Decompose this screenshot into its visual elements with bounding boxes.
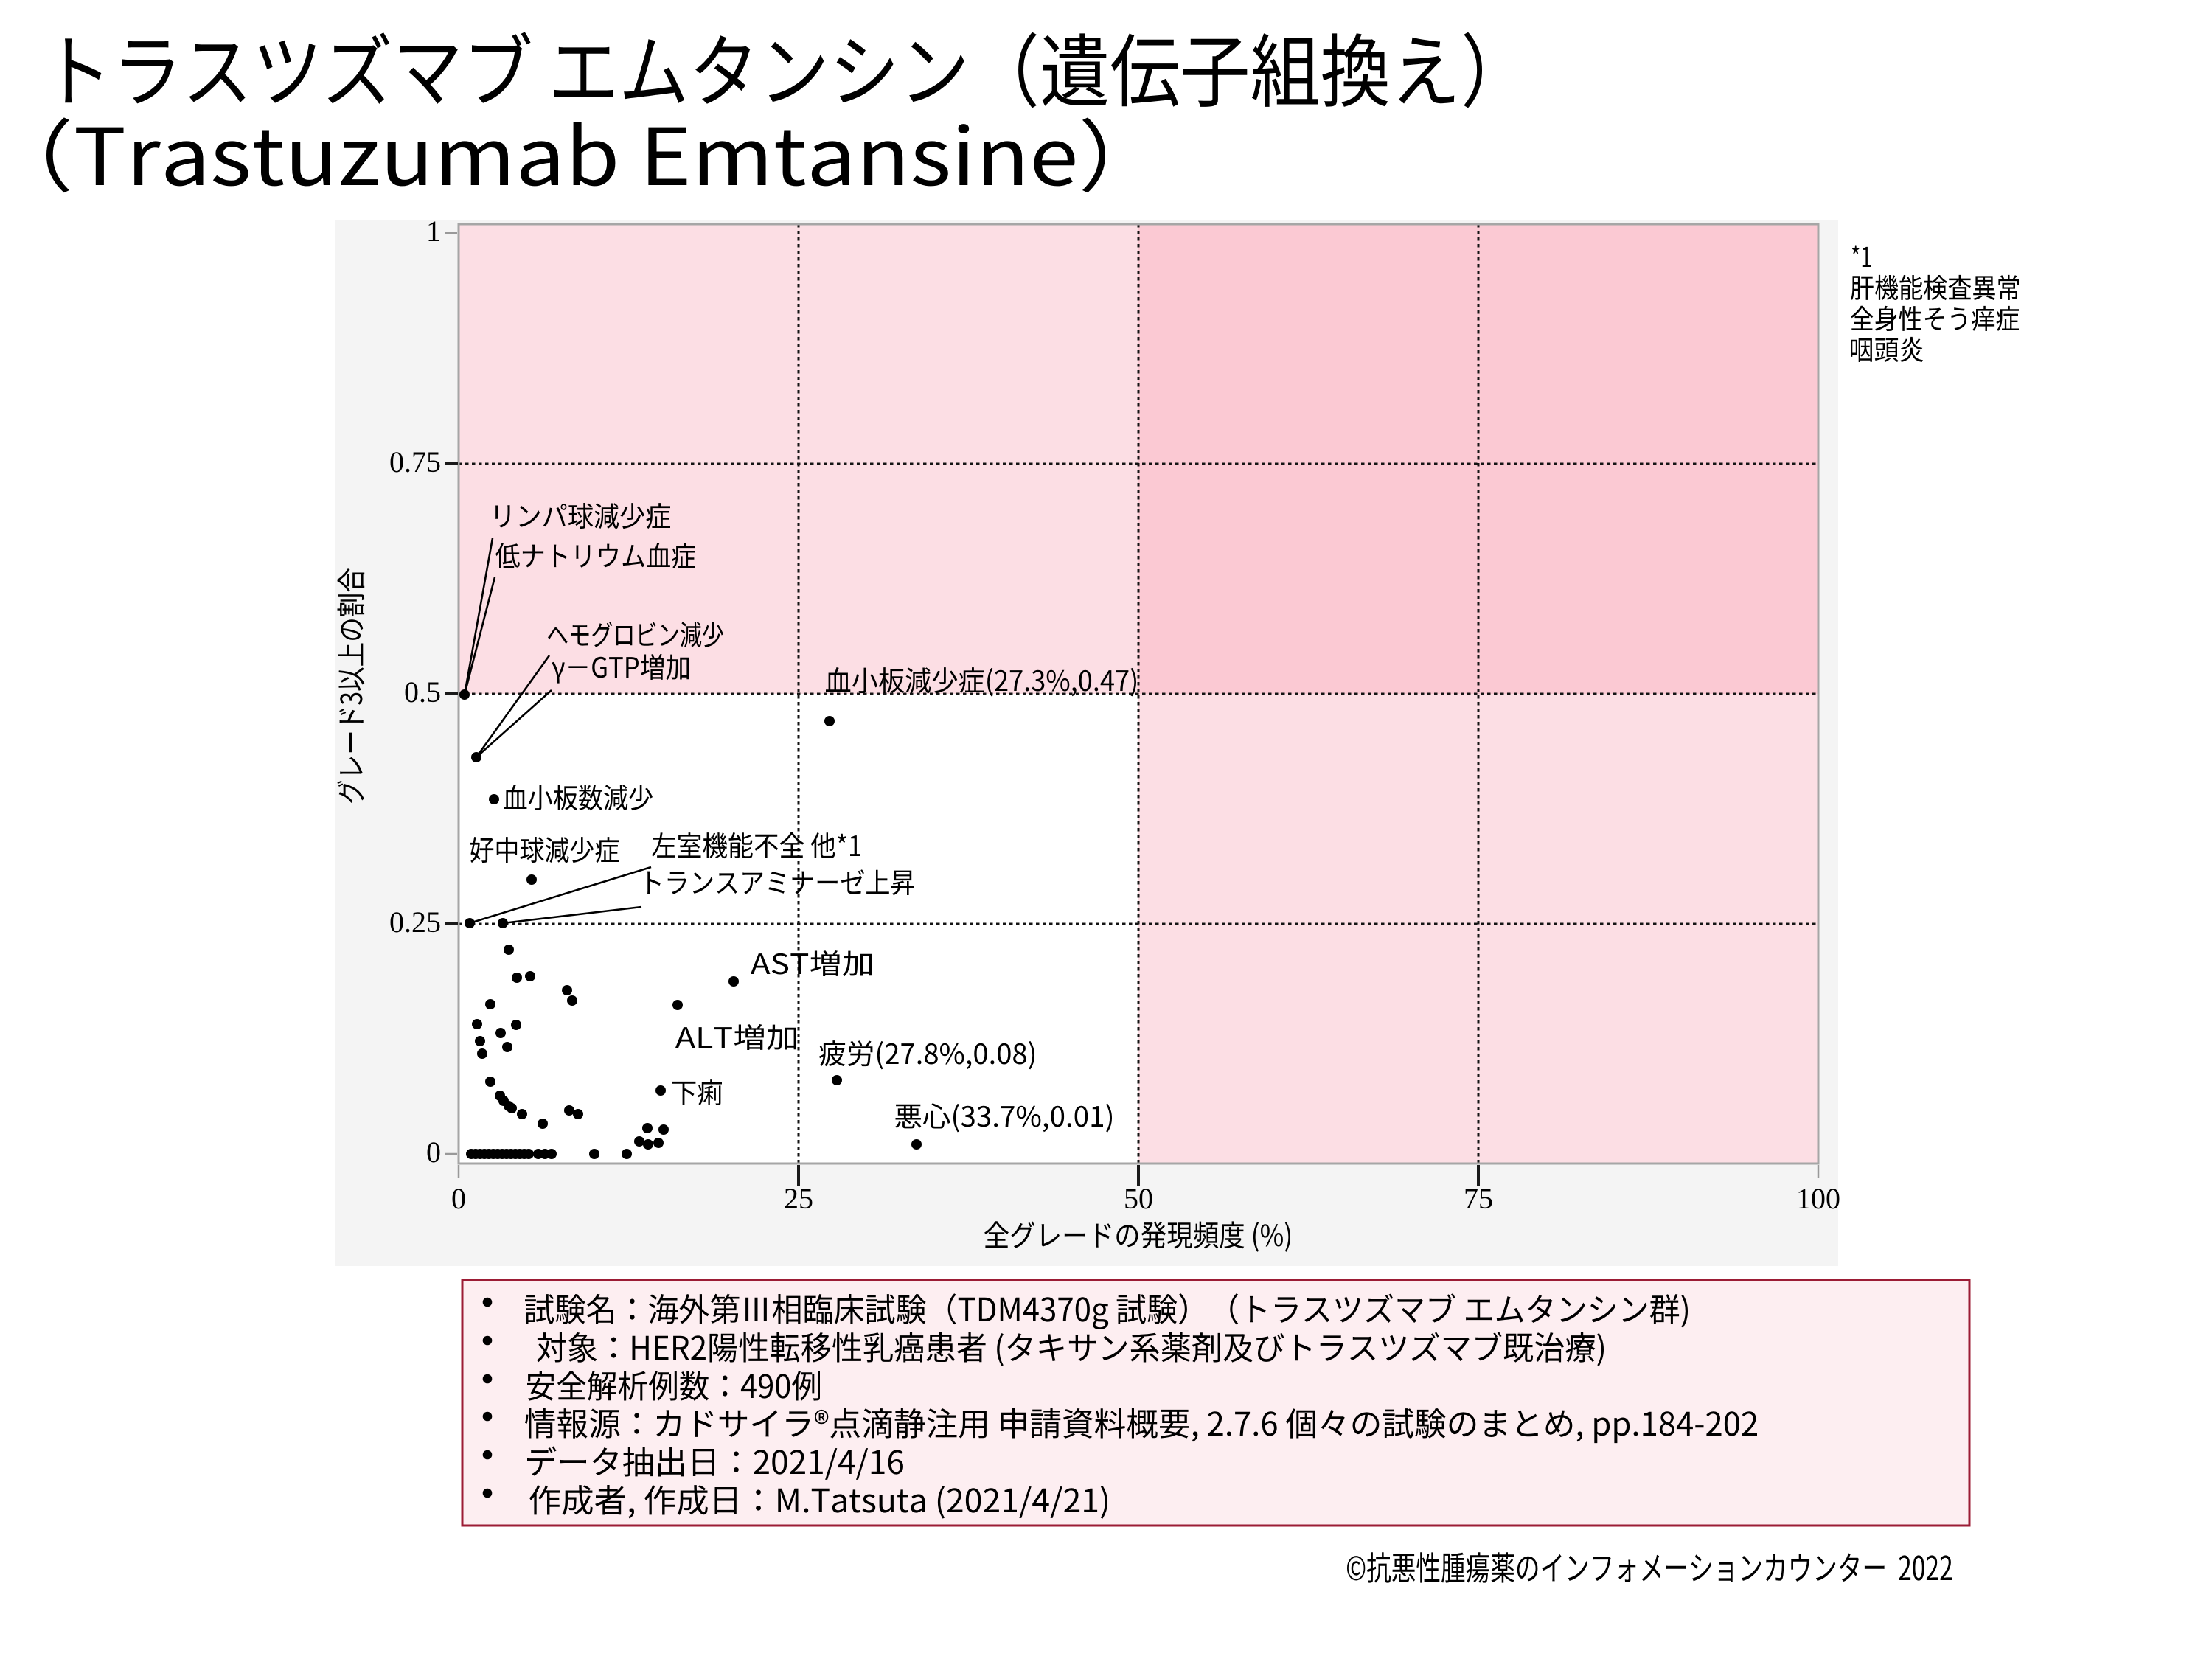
svg-text:0: 0 — [426, 1135, 441, 1169]
svg-text:100: 100 — [1796, 1182, 1840, 1215]
svg-text:0.5: 0.5 — [404, 675, 441, 709]
svg-text:0: 0 — [451, 1182, 466, 1215]
svg-text:0.25: 0.25 — [389, 905, 441, 939]
svg-text:75: 75 — [1464, 1182, 1493, 1215]
svg-text:1: 1 — [426, 215, 441, 248]
svg-text:0.75: 0.75 — [389, 445, 441, 479]
svg-text:50: 50 — [1124, 1182, 1153, 1215]
svg-text:25: 25 — [784, 1182, 813, 1215]
